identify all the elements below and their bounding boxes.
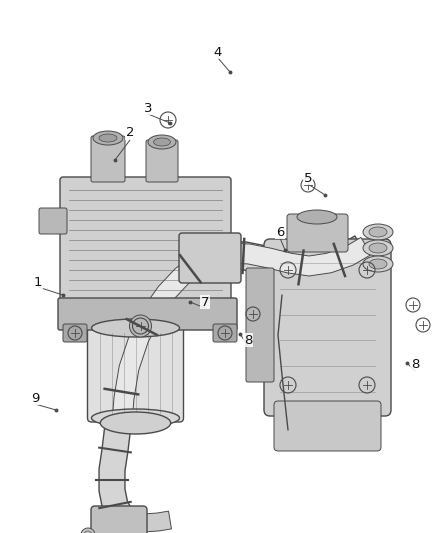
Polygon shape	[99, 423, 132, 521]
FancyBboxPatch shape	[146, 140, 178, 182]
Ellipse shape	[369, 259, 387, 269]
Text: 8: 8	[244, 334, 252, 346]
FancyBboxPatch shape	[91, 506, 147, 533]
Polygon shape	[112, 237, 371, 424]
Ellipse shape	[154, 138, 170, 146]
Text: 1: 1	[34, 277, 42, 289]
Text: 7: 7	[201, 295, 209, 309]
Polygon shape	[104, 236, 369, 426]
FancyBboxPatch shape	[274, 401, 381, 451]
Text: 6: 6	[276, 225, 284, 238]
FancyBboxPatch shape	[88, 324, 184, 422]
Ellipse shape	[369, 227, 387, 237]
Ellipse shape	[148, 135, 176, 149]
Ellipse shape	[363, 224, 393, 240]
Ellipse shape	[99, 134, 117, 142]
FancyBboxPatch shape	[213, 324, 237, 342]
Text: 3: 3	[144, 101, 152, 115]
Ellipse shape	[93, 131, 123, 145]
Circle shape	[130, 315, 152, 337]
FancyBboxPatch shape	[179, 233, 241, 283]
FancyBboxPatch shape	[264, 239, 391, 416]
Ellipse shape	[369, 243, 387, 253]
FancyBboxPatch shape	[246, 268, 274, 382]
Ellipse shape	[297, 210, 337, 224]
FancyBboxPatch shape	[39, 208, 67, 234]
Text: 2: 2	[126, 126, 134, 140]
FancyBboxPatch shape	[287, 214, 348, 252]
Text: 5: 5	[304, 172, 312, 184]
Circle shape	[81, 528, 95, 533]
FancyBboxPatch shape	[91, 136, 125, 182]
FancyBboxPatch shape	[58, 298, 237, 330]
Ellipse shape	[363, 256, 393, 272]
FancyBboxPatch shape	[60, 177, 231, 303]
Ellipse shape	[363, 240, 393, 256]
Polygon shape	[142, 511, 172, 532]
Ellipse shape	[92, 319, 180, 337]
Ellipse shape	[100, 412, 171, 434]
FancyBboxPatch shape	[63, 324, 87, 342]
Text: 9: 9	[31, 392, 39, 405]
Text: 8: 8	[411, 359, 419, 372]
Ellipse shape	[92, 409, 180, 427]
Text: 4: 4	[214, 45, 222, 59]
